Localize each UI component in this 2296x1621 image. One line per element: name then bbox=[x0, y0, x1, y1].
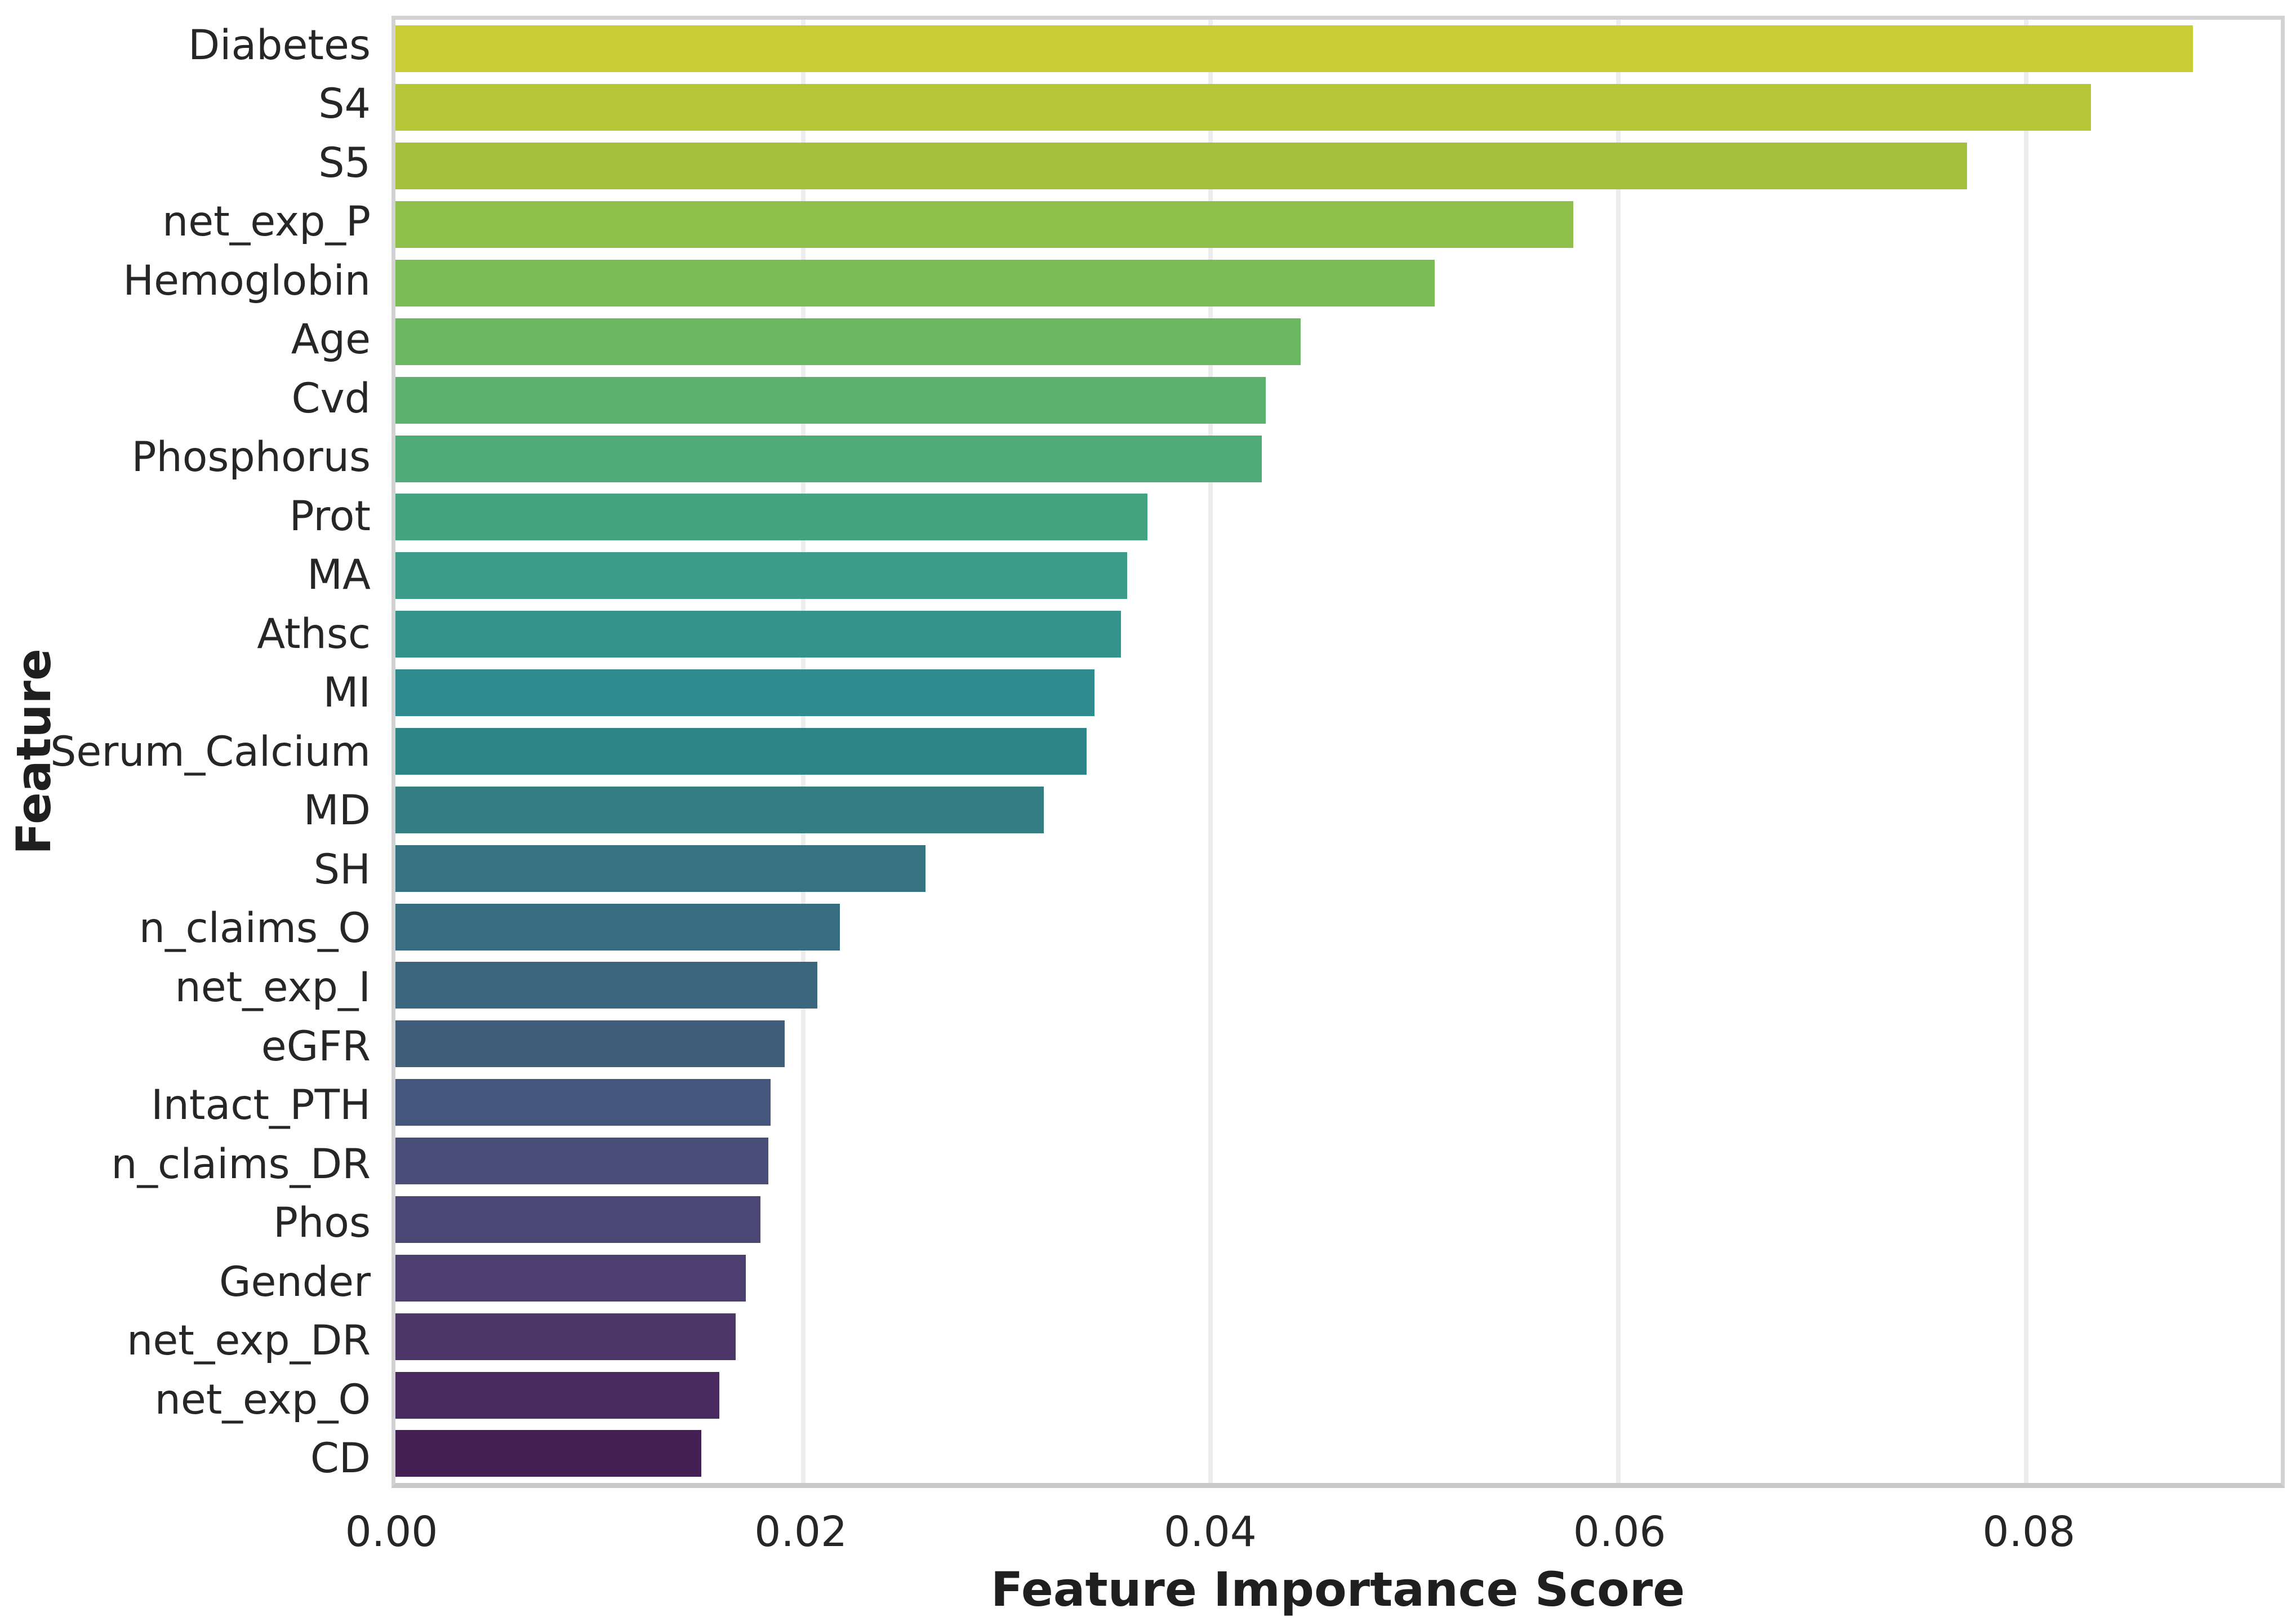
bar-row-eGFR bbox=[395, 1015, 2281, 1073]
bar-row-n_claims_O bbox=[395, 898, 2281, 956]
y-tick-label-Cvd: Cvd bbox=[291, 374, 371, 423]
bar-row-Gender bbox=[395, 1249, 2281, 1307]
bar-row-n_claims_DR bbox=[395, 1132, 2281, 1191]
x-tick-label-0.00: 0.00 bbox=[345, 1508, 438, 1556]
bar-row-Cvd bbox=[395, 371, 2281, 429]
y-tick-label-Athsc: Athsc bbox=[257, 610, 371, 658]
y-tick-label-eGFR: eGFR bbox=[261, 1022, 371, 1071]
y-tick-label-net_exp_P: net_exp_P bbox=[162, 198, 371, 246]
bar-row-SH bbox=[395, 839, 2281, 898]
bar-net_exp_DR bbox=[395, 1313, 736, 1360]
gridline-x-0.04 bbox=[1208, 20, 1213, 1483]
y-tick-label-Phos: Phos bbox=[273, 1199, 371, 1247]
bar-MI bbox=[395, 669, 1095, 717]
y-tick-label-net_exp_DR: net_exp_DR bbox=[127, 1317, 371, 1365]
y-tick-label-MI: MI bbox=[323, 669, 371, 717]
bar-eGFR bbox=[395, 1020, 785, 1068]
bar-Hemoglobin bbox=[395, 259, 1435, 307]
y-tick-label-Diabetes: Diabetes bbox=[188, 21, 371, 69]
x-axis-title: Feature Importance Score bbox=[990, 1562, 1685, 1617]
gridline-x-0.06 bbox=[1616, 20, 1621, 1483]
bar-row-MA bbox=[395, 547, 2281, 605]
gridline-x-0.08 bbox=[2023, 20, 2028, 1483]
bar-Diabetes bbox=[395, 25, 2193, 73]
bar-n_claims_DR bbox=[395, 1138, 769, 1185]
y-tick-label-SH: SH bbox=[313, 845, 371, 894]
y-tick-label-net_exp_O: net_exp_O bbox=[154, 1375, 371, 1424]
bar-row-S4 bbox=[395, 78, 2281, 137]
bar-Prot bbox=[395, 494, 1148, 541]
bar-row-S5 bbox=[395, 137, 2281, 196]
bar-row-Diabetes bbox=[395, 20, 2281, 78]
bar-row-Prot bbox=[395, 488, 2281, 547]
bar-Age bbox=[395, 318, 1301, 365]
bar-Phos bbox=[395, 1196, 760, 1243]
y-tick-label-n_claims_DR: n_claims_DR bbox=[111, 1140, 371, 1188]
bar-row-CD bbox=[395, 1424, 2281, 1483]
bar-net_exp_P bbox=[395, 201, 1574, 248]
bar-Intact_PTH bbox=[395, 1079, 771, 1126]
y-tick-label-Gender: Gender bbox=[219, 1258, 371, 1306]
x-tick-label-0.04: 0.04 bbox=[1164, 1508, 1257, 1556]
bar-MD bbox=[395, 786, 1044, 833]
y-tick-label-MD: MD bbox=[303, 787, 371, 835]
bar-CD bbox=[395, 1430, 701, 1477]
bar-row-MI bbox=[395, 664, 2281, 722]
y-axis-tick-labels: Diabetes S4 S5 net_exp_P Hemoglobin Age Cvd Pho… bbox=[0, 16, 371, 1488]
y-tick-label-Hemoglobin: Hemoglobin bbox=[123, 256, 371, 305]
bar-Gender bbox=[395, 1254, 746, 1302]
bar-row-Athsc bbox=[395, 605, 2281, 664]
bar-S4 bbox=[395, 84, 2092, 131]
y-tick-label-Intact_PTH: Intact_PTH bbox=[151, 1081, 371, 1130]
y-tick-label-net_exp_I: net_exp_I bbox=[175, 963, 371, 1011]
bar-row-MD bbox=[395, 780, 2281, 839]
bar-row-net_exp_P bbox=[395, 196, 2281, 254]
y-tick-label-CD: CD bbox=[310, 1435, 371, 1483]
y-tick-label-MA: MA bbox=[307, 551, 371, 599]
bar-row-Phosphorus bbox=[395, 429, 2281, 488]
bar-MA bbox=[395, 552, 1127, 599]
bar-net_exp_O bbox=[395, 1371, 720, 1419]
bar-row-net_exp_O bbox=[395, 1366, 2281, 1424]
bar-row-net_exp_I bbox=[395, 956, 2281, 1015]
bar-Athsc bbox=[395, 611, 1122, 658]
bar-S5 bbox=[395, 143, 1967, 190]
y-tick-label-n_claims_O: n_claims_O bbox=[139, 904, 371, 953]
y-tick-label-Prot: Prot bbox=[289, 492, 371, 540]
x-tick-label-0.06: 0.06 bbox=[1573, 1508, 1666, 1556]
y-tick-label-Age: Age bbox=[291, 316, 371, 364]
y-tick-label-S5: S5 bbox=[318, 139, 371, 187]
plot-area bbox=[391, 16, 2285, 1488]
x-tick-label-0.08: 0.08 bbox=[1982, 1508, 2076, 1556]
y-tick-label-Phosphorus: Phosphorus bbox=[131, 433, 371, 482]
bar-SH bbox=[395, 845, 925, 892]
bar-row-Phos bbox=[395, 1191, 2281, 1249]
bar-row-Intact_PTH bbox=[395, 1073, 2281, 1132]
bar-row-Serum_Calcium bbox=[395, 722, 2281, 781]
bar-Phosphorus bbox=[395, 435, 1262, 482]
bar-Serum_Calcium bbox=[395, 727, 1087, 775]
y-tick-label-Serum_Calcium: Serum_Calcium bbox=[50, 727, 371, 776]
bar-net_exp_I bbox=[395, 962, 817, 1009]
y-tick-label-S4: S4 bbox=[318, 80, 371, 128]
bar-n_claims_O bbox=[395, 903, 840, 951]
bar-Cvd bbox=[395, 376, 1266, 424]
bar-row-Age bbox=[395, 312, 2281, 371]
bar-rows bbox=[395, 20, 2281, 1483]
bar-row-net_exp_DR bbox=[395, 1307, 2281, 1366]
x-tick-label-0.02: 0.02 bbox=[754, 1508, 848, 1556]
bar-row-Hemoglobin bbox=[395, 254, 2281, 313]
